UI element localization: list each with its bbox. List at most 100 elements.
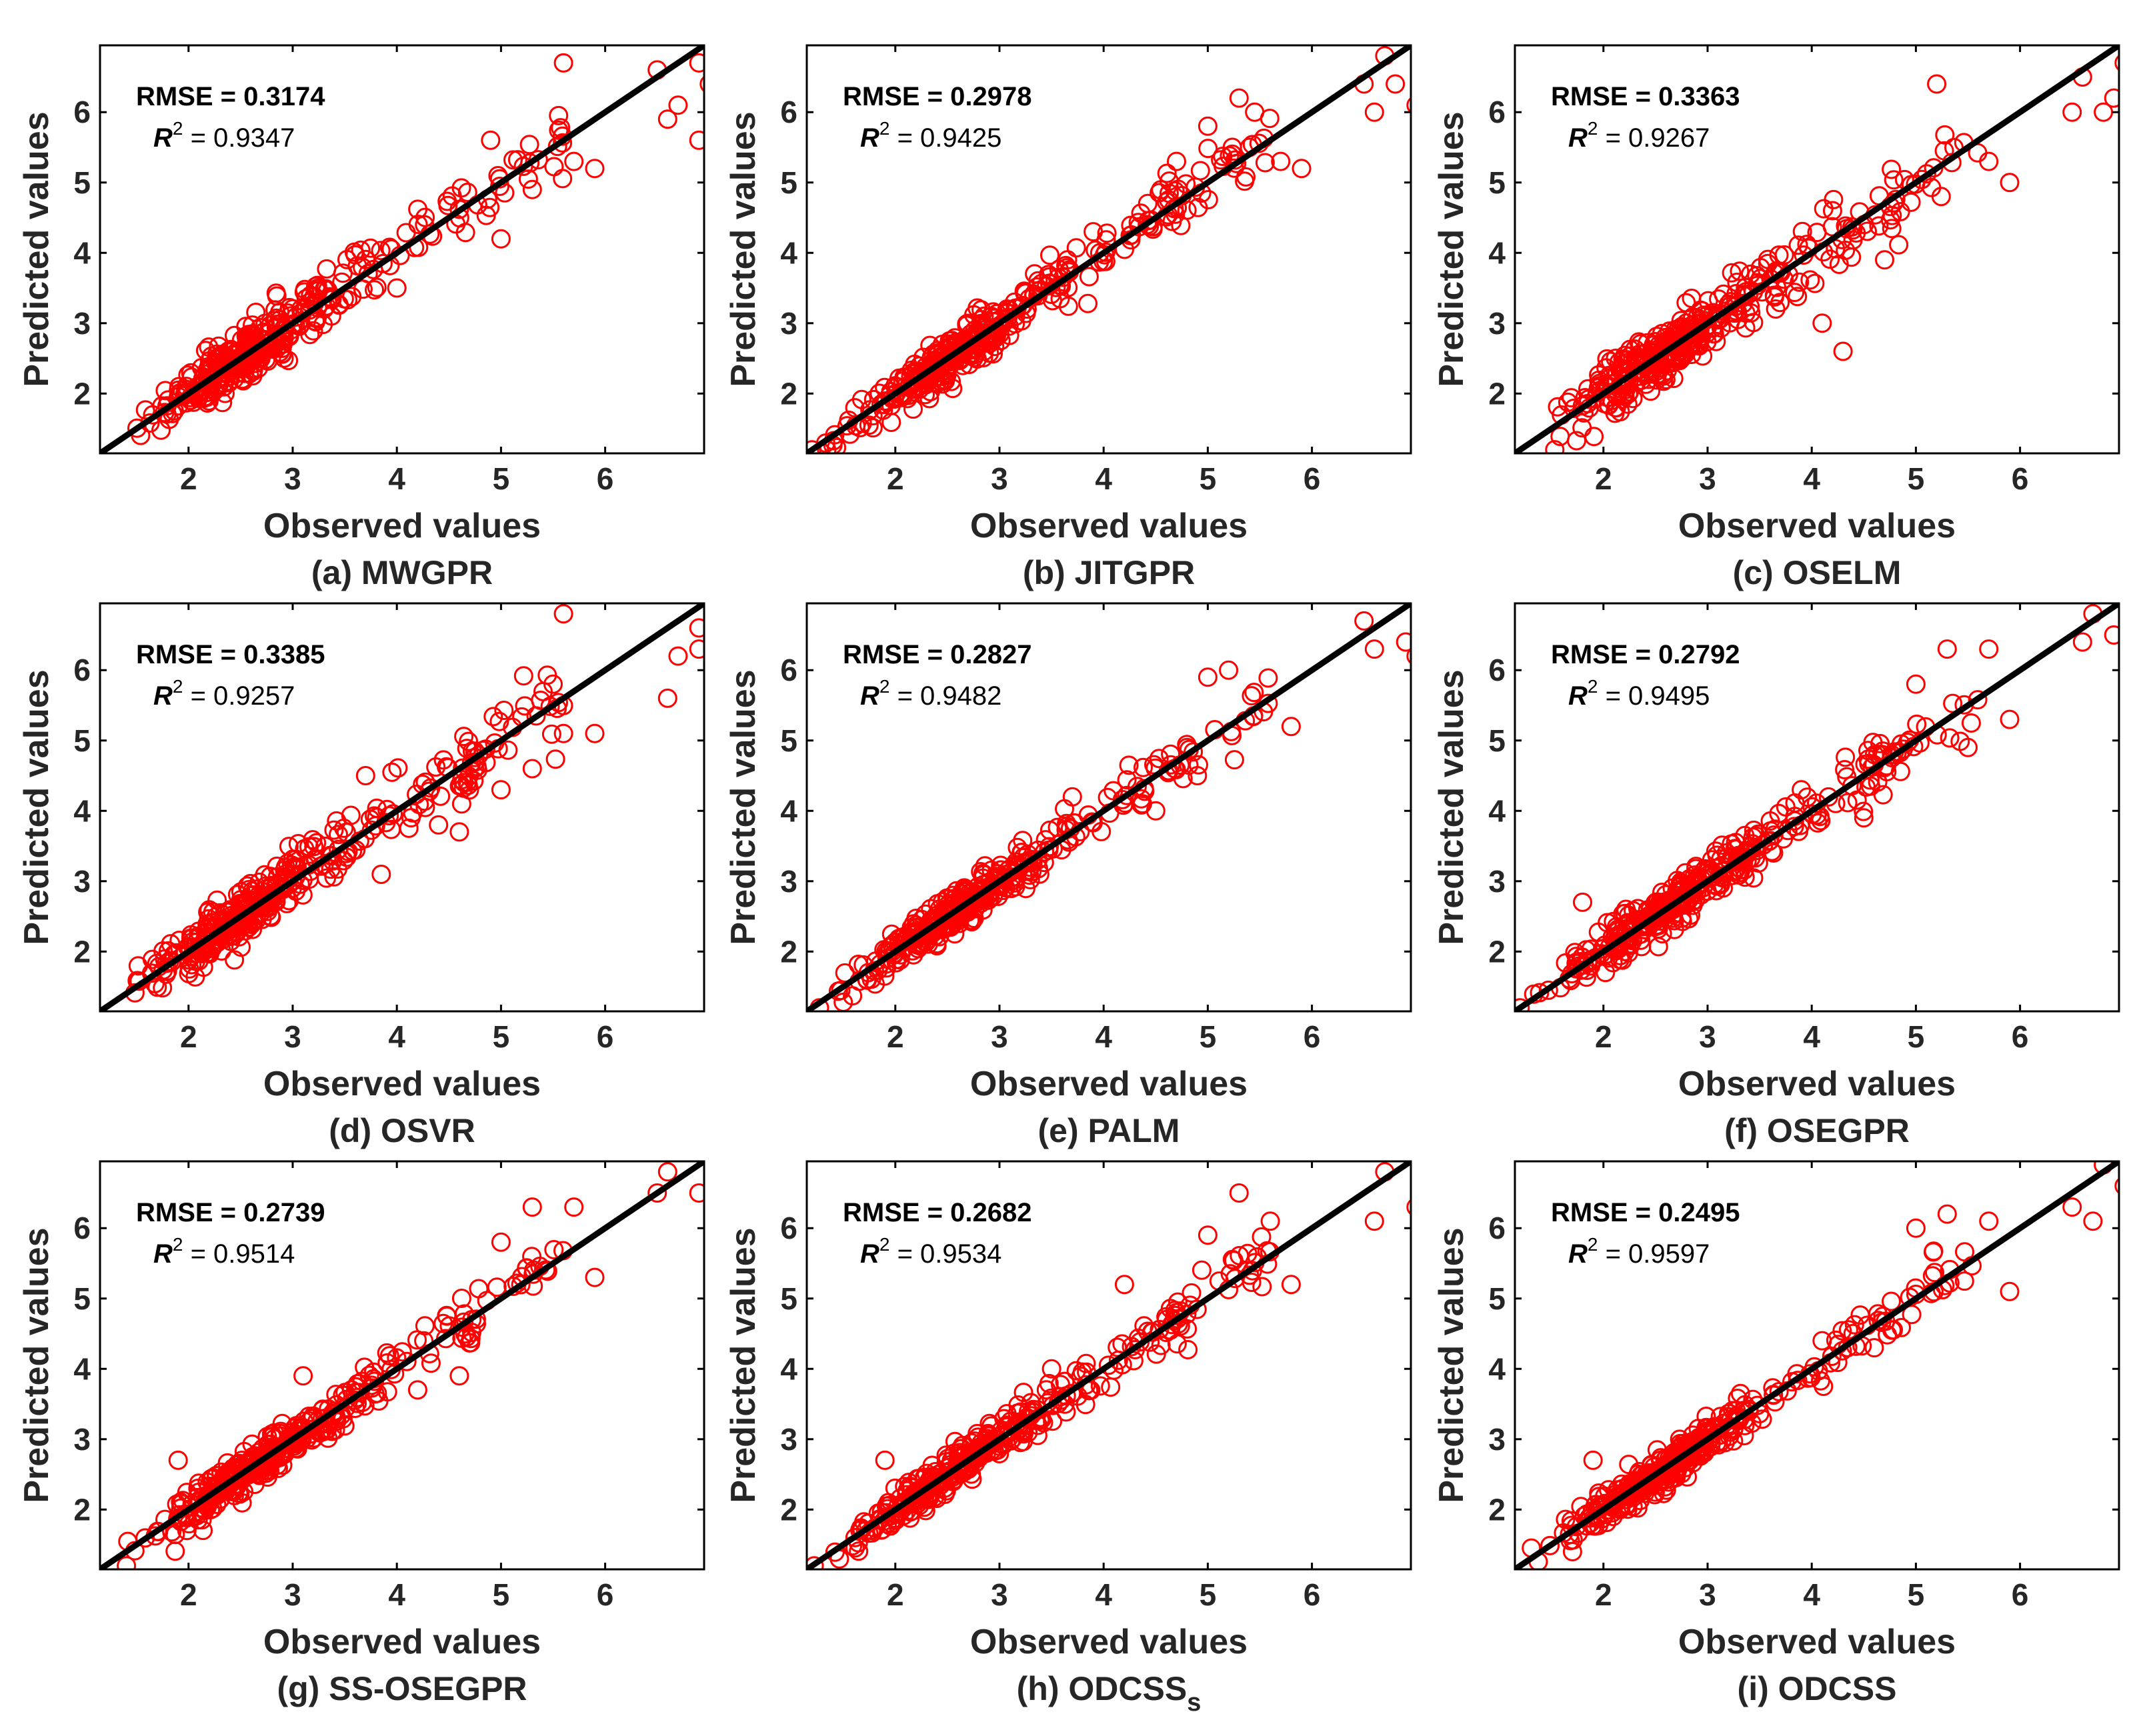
- data-point: [522, 1197, 542, 1217]
- data-point: [1611, 1487, 1631, 1507]
- data-point: [491, 1232, 511, 1252]
- x-tick-label: 2: [887, 1577, 904, 1612]
- data-point: [1138, 193, 1158, 213]
- data-point: [1807, 223, 1827, 243]
- data-point: [1117, 770, 1137, 790]
- data-point: [927, 894, 947, 914]
- data-point: [307, 298, 327, 317]
- data-point: [1648, 892, 1668, 912]
- data-point: [1833, 341, 1853, 361]
- data-point: [957, 313, 977, 333]
- y-tick-label: 4: [73, 1351, 91, 1386]
- x-axis-label: Observed values: [1678, 1623, 1956, 1661]
- data-point: [1844, 1315, 1864, 1335]
- r2-symbol: R: [153, 123, 173, 153]
- data-point: [1014, 281, 1034, 301]
- data-point: [1652, 364, 1672, 384]
- x-tick-label: 6: [1304, 1019, 1321, 1054]
- data-point: [540, 697, 560, 716]
- data-point: [1729, 1407, 1749, 1427]
- data-point: [1584, 427, 1604, 447]
- data-point: [355, 1396, 375, 1416]
- data-point: [549, 120, 569, 140]
- data-point: [1764, 1385, 1784, 1405]
- r2-symbol: R: [1568, 681, 1588, 711]
- data-point: [388, 758, 408, 778]
- data-point: [329, 825, 348, 845]
- x-tick-label: 6: [2012, 461, 2029, 496]
- data-point: [1732, 849, 1752, 869]
- data-point: [1184, 742, 1204, 762]
- x-tick-label: 5: [1200, 461, 1217, 496]
- data-point: [1198, 116, 1218, 136]
- data-point: [1586, 389, 1605, 409]
- data-point: [1629, 332, 1649, 352]
- data-point: [549, 105, 569, 125]
- data-point: [1189, 755, 1208, 775]
- data-point: [885, 1478, 905, 1498]
- y-tick-label: 6: [73, 1211, 91, 1245]
- data-point: [338, 290, 358, 310]
- data-point: [199, 351, 219, 371]
- data-point: [1108, 1350, 1128, 1370]
- data-point: [1882, 1291, 1901, 1311]
- y-tick-label: 3: [1488, 1422, 1506, 1457]
- data-point: [1198, 190, 1218, 209]
- data-point: [668, 95, 688, 115]
- data-point: [1707, 845, 1727, 865]
- data-point: [1725, 839, 1745, 859]
- data-point: [1098, 1355, 1118, 1375]
- axes-box: [805, 44, 1412, 455]
- data-point: [689, 1183, 704, 1203]
- data-point: [1864, 1338, 1884, 1358]
- data-point: [1788, 1371, 1808, 1391]
- data-point: [1814, 1377, 1834, 1396]
- data-point: [1869, 216, 1889, 236]
- data-point: [315, 836, 335, 856]
- data-point: [1192, 1260, 1212, 1280]
- data-point: [1854, 808, 1874, 828]
- subplot-f: 2 3 4 5 6 2 3 4 5 6 Observed values Predicted value…: [1432, 602, 2120, 1149]
- data-point: [1693, 346, 1713, 366]
- x-tick-label: 5: [493, 1577, 510, 1612]
- y-tick-label: 5: [780, 165, 797, 200]
- data-point: [207, 890, 227, 910]
- data-point: [1901, 175, 1921, 195]
- data-point: [303, 830, 323, 850]
- data-point: [983, 1433, 1003, 1453]
- subplot-caption: (a) MWGPR: [311, 554, 493, 591]
- data-point: [1822, 201, 1842, 221]
- data-point: [564, 151, 584, 171]
- scatter-points: [809, 611, 1411, 1011]
- data-point: [1101, 1377, 1121, 1397]
- y-axis-label: Predicted values: [17, 111, 56, 387]
- data-point: [1149, 749, 1169, 769]
- data-point: [849, 1541, 869, 1561]
- data-point: [312, 1409, 332, 1429]
- data-point: [415, 797, 435, 817]
- data-point: [361, 820, 381, 840]
- data-point: [1724, 1431, 1744, 1451]
- data-point: [342, 287, 362, 307]
- data-point: [2000, 1281, 2020, 1301]
- data-point: [1242, 1273, 1262, 1292]
- data-point: [553, 133, 573, 153]
- data-point: [2000, 709, 2020, 729]
- data-point: [1847, 790, 1867, 810]
- data-point: [1096, 242, 1116, 262]
- data-point: [271, 1421, 291, 1441]
- data-point: [193, 1521, 213, 1541]
- y-tick-label: 6: [73, 653, 91, 687]
- data-point: [1260, 109, 1280, 129]
- subplot-h: 2 3 4 5 6 2 3 4 5 6 Observed values Predicted value…: [724, 1160, 1412, 1717]
- data-point: [1134, 757, 1153, 777]
- x-tick-label: 5: [1200, 1019, 1217, 1054]
- data-point: [255, 1448, 275, 1468]
- data-point: [1178, 1319, 1198, 1339]
- y-tick-label: 2: [780, 934, 797, 969]
- data-point: [1836, 747, 1856, 767]
- data-point: [1090, 1376, 1110, 1396]
- data-point: [1656, 1457, 1676, 1477]
- data-point: [1812, 313, 1832, 333]
- data-point: [117, 1556, 137, 1569]
